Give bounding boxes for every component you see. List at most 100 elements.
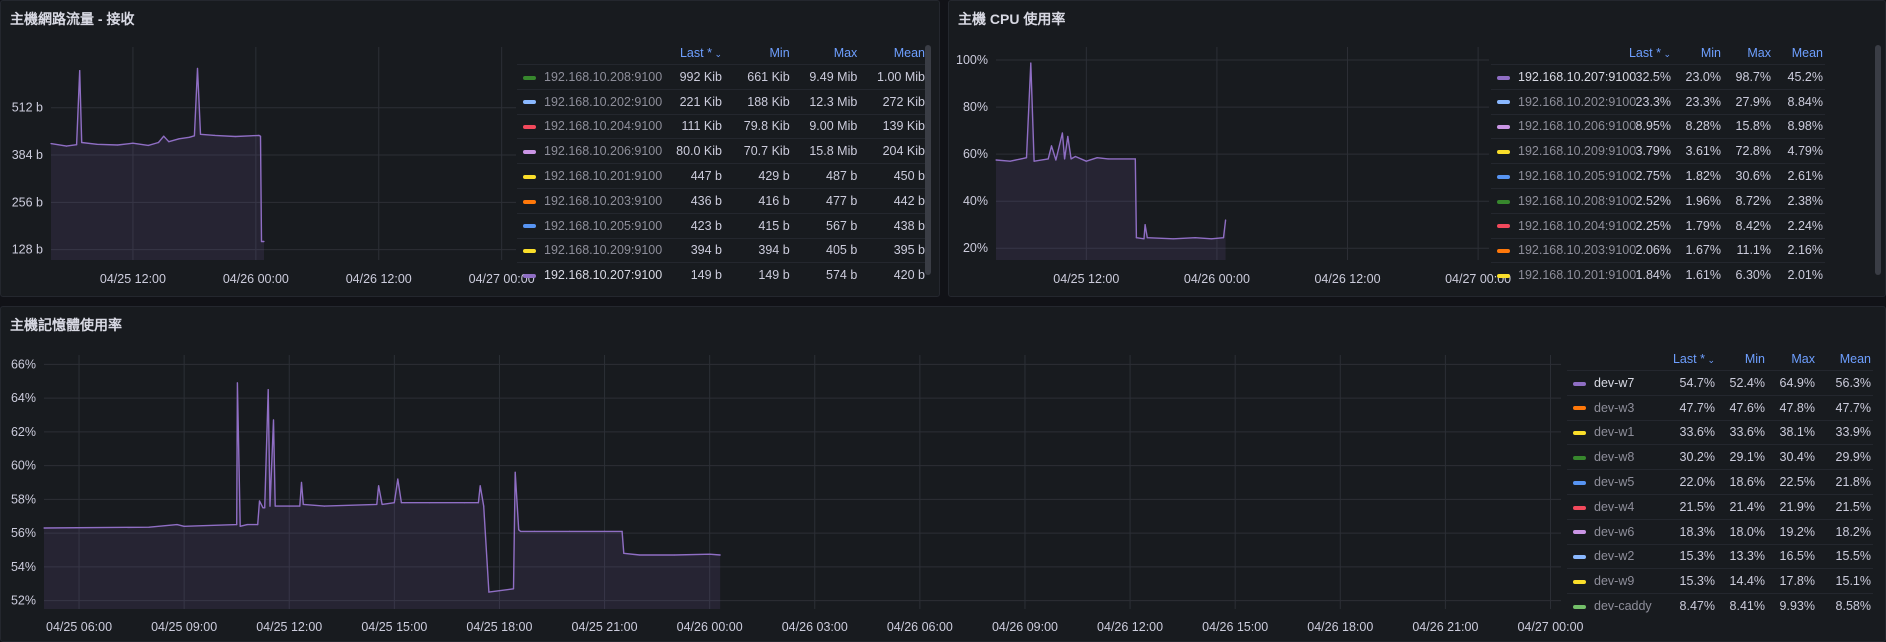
legend-column-header-last[interactable]: Last * ⌄ xyxy=(679,46,722,60)
legend-last-value: 2.06% xyxy=(1623,237,1673,263)
data-point xyxy=(246,524,248,526)
data-point xyxy=(1020,158,1022,160)
data-point xyxy=(995,159,997,161)
legend-series-name: 192.168.10.202:9100 xyxy=(517,88,669,115)
legend-row[interactable]: dev-caddy 8.47% 8.41% 9.93% 8.58% xyxy=(1567,593,1873,618)
legend-row[interactable]: 192.168.10.201:9100 447 b 429 b 487 b 450 b xyxy=(517,163,927,189)
series-color-swatch xyxy=(1573,455,1586,460)
legend-row[interactable]: dev-w1 33.6% 33.6% 38.1% 33.9% xyxy=(1567,419,1873,445)
series-color-swatch xyxy=(1497,100,1510,105)
panel-title: 主機記憶體使用率 xyxy=(10,317,122,333)
legend-row[interactable]: 192.168.10.203:9100 436 b 416 b 477 b 442 b xyxy=(517,187,927,214)
legend-row[interactable]: 192.168.10.206:9100 80.0 Kib 70.7 Kib 15.8 … xyxy=(517,138,927,164)
legend-max-value: 15.8% xyxy=(1723,113,1773,139)
cpu-usage-legend: Last * ⌄ Min Max Mean 192.168.10.207:9100 32.… xyxy=(1491,42,1825,292)
legend-row[interactable]: 192.168.10.205:9100 423 b 415 b 567 b 438 b xyxy=(517,212,927,239)
x-tick-label: 04/25 18:00 xyxy=(466,620,532,634)
legend-table: Last * ⌄ Min Max Mean 192.168.10.207:9100 32.… xyxy=(1491,42,1825,288)
cpu-usage-plot[interactable]: 20% 40% 60% 80% 100% 04/25 12:00 04/26 00:00 04… xyxy=(949,45,1511,295)
panel-title: 主機 CPU 使用率 xyxy=(958,11,1066,27)
legend-series-name: 192.168.10.205:9100 xyxy=(1491,163,1636,189)
sort-desc-icon: ⌄ xyxy=(711,49,722,59)
legend-row[interactable]: 192.168.10.208:9100 2.52% 1.96% 8.72% 2.38% xyxy=(1491,187,1825,214)
legend-last-value: 21.5% xyxy=(1667,493,1717,520)
legend-row[interactable]: 192.168.10.202:9100 23.3% 23.3% 27.9% 8.84% xyxy=(1491,88,1825,115)
series-color-swatch xyxy=(1573,530,1586,535)
legend-max-value: 8.42% xyxy=(1723,212,1773,239)
series-line xyxy=(50,67,264,243)
legend-column-header-last[interactable]: Last * ⌄ xyxy=(1628,46,1671,60)
legend-row[interactable]: dev-w6 18.3% 18.0% 19.2% 18.2% xyxy=(1567,518,1873,545)
legend-name-header xyxy=(1491,42,1623,65)
legend-max-value: 27.9% xyxy=(1723,88,1773,115)
series-color-swatch xyxy=(1573,579,1586,584)
legend-column-header-min[interactable]: Min xyxy=(1744,352,1765,366)
data-point xyxy=(76,144,78,146)
legend-row[interactable]: 192.168.10.209:9100 3.79% 3.61% 72.8% 4.79% xyxy=(1491,138,1825,164)
legend-column-header-max[interactable]: Max xyxy=(1791,352,1815,366)
legend-row[interactable]: dev-w8 30.2% 29.1% 30.4% 29.9% xyxy=(1567,444,1873,470)
x-tick-label: 04/26 12:00 xyxy=(1314,272,1380,286)
legend-column-header-mean[interactable]: Mean xyxy=(1839,352,1871,366)
legend-column-header-min[interactable]: Min xyxy=(769,46,790,60)
legend-row[interactable]: 192.168.10.207:9100 149 b 149 b 574 b 420 b xyxy=(517,262,927,288)
legend-row[interactable]: 192.168.10.204:9100 111 Kib 79.8 Kib 9.00 M… xyxy=(517,113,927,139)
legend-last-value: 3.79% xyxy=(1623,138,1673,164)
network-rx-plot[interactable]: 128 b 256 b 384 b 512 b 04/25 12:00 04/26 00:… xyxy=(1,45,535,295)
data-point xyxy=(483,505,485,507)
legend-table: Last * ⌄ Min Max Mean 192.168.10.208:9100 992… xyxy=(517,42,927,288)
legend-row[interactable]: 192.168.10.208:9100 992 Kib 661 Kib 9.49 Mi… xyxy=(517,64,927,90)
legend-min-value: 3.61% xyxy=(1673,138,1723,164)
legend-min-value: 1.82% xyxy=(1673,163,1723,189)
legend-row[interactable]: dev-w2 15.3% 13.3% 16.5% 15.5% xyxy=(1567,543,1873,569)
y-tick-label: 512 b xyxy=(12,101,43,115)
legend-column-header-max[interactable]: Max xyxy=(833,46,858,60)
series-color-swatch xyxy=(523,273,536,278)
legend-min-value: 13.3% xyxy=(1717,543,1767,569)
data-point xyxy=(323,505,325,507)
data-point xyxy=(300,481,303,484)
legend-row[interactable]: dev-w5 22.0% 18.6% 22.5% 21.8% xyxy=(1567,469,1873,495)
legend-last-value: 423 b xyxy=(668,212,724,239)
legend-row[interactable]: 192.168.10.207:9100 32.5% 23.0% 98.7% 45.2% xyxy=(1491,64,1825,90)
legend-last-value: 149 b xyxy=(668,262,724,288)
legend-row[interactable]: 192.168.10.201:9100 1.84% 1.61% 6.30% 2.01% xyxy=(1491,262,1825,288)
legend-row[interactable]: dev-w9 15.3% 14.4% 17.8% 15.1% xyxy=(1567,568,1873,594)
legend-row[interactable]: dev-w4 21.5% 21.4% 21.9% 21.5% xyxy=(1567,493,1873,520)
data-point xyxy=(1146,237,1148,239)
legend-scrollbar[interactable] xyxy=(925,45,931,275)
x-tick-label: 04/25 12:00 xyxy=(1053,272,1119,286)
data-point xyxy=(1222,237,1225,239)
legend-min-value: 33.6% xyxy=(1717,419,1767,445)
legend-row[interactable]: 192.168.10.209:9100 394 b 394 b 405 b 395 b xyxy=(517,237,927,263)
legend-column-header-last[interactable]: Last * ⌄ xyxy=(1672,352,1715,366)
series-color-swatch xyxy=(1573,381,1586,386)
data-point xyxy=(719,554,721,556)
memory-usage-plot[interactable]: 52% 54% 56% 58% 60% 62% 64% 66% 04/25 06:00 04/25… xyxy=(1,355,1584,637)
legend-series-name: 192.168.10.202:9100 xyxy=(1491,88,1636,115)
legend-scrollbar[interactable] xyxy=(1875,45,1881,275)
data-point xyxy=(1210,238,1213,240)
legend-max-value: 9.93% xyxy=(1767,593,1817,618)
y-tick-label: 256 b xyxy=(12,195,43,209)
legend-row[interactable]: 192.168.10.203:9100 2.06% 1.67% 11.1% 2.16% xyxy=(1491,237,1825,263)
legend-row[interactable]: 192.168.10.202:9100 221 Kib 188 Kib 12.3 Mi… xyxy=(517,88,927,115)
legend-column-header-min[interactable]: Min xyxy=(1700,46,1721,60)
legend-row[interactable]: dev-w3 47.7% 47.6% 47.8% 47.7% xyxy=(1567,394,1873,421)
legend-mean-value: 21.5% xyxy=(1817,493,1873,520)
data-point xyxy=(1033,160,1035,162)
legend-row[interactable]: 192.168.10.205:9100 2.75% 1.82% 30.6% 2.61% xyxy=(1491,163,1825,189)
legend-column-header-max[interactable]: Max xyxy=(1747,46,1771,60)
x-tick-label: 04/26 03:00 xyxy=(782,620,848,634)
legend-column-header-mean[interactable]: Mean xyxy=(893,46,925,60)
legend-mean-value: 139 Kib xyxy=(859,113,927,139)
legend-row[interactable]: 192.168.10.206:9100 8.95% 8.28% 15.8% 8.98% xyxy=(1491,113,1825,139)
legend-column-header-mean[interactable]: Mean xyxy=(1791,46,1823,60)
legend-table: Last * ⌄ Min Max Mean dev-w7 54.7% 52.4% 64.9% 5… xyxy=(1567,348,1873,618)
legend-row[interactable]: 192.168.10.204:9100 2.25% 1.79% 8.42% 2.24% xyxy=(1491,212,1825,239)
y-tick-label: 64% xyxy=(11,391,36,405)
legend-max-value: 98.7% xyxy=(1723,64,1773,90)
legend-row[interactable]: dev-w7 54.7% 52.4% 64.9% 56.3% xyxy=(1567,370,1873,396)
legend-min-value: 23.0% xyxy=(1673,64,1723,90)
data-point xyxy=(1194,237,1196,239)
